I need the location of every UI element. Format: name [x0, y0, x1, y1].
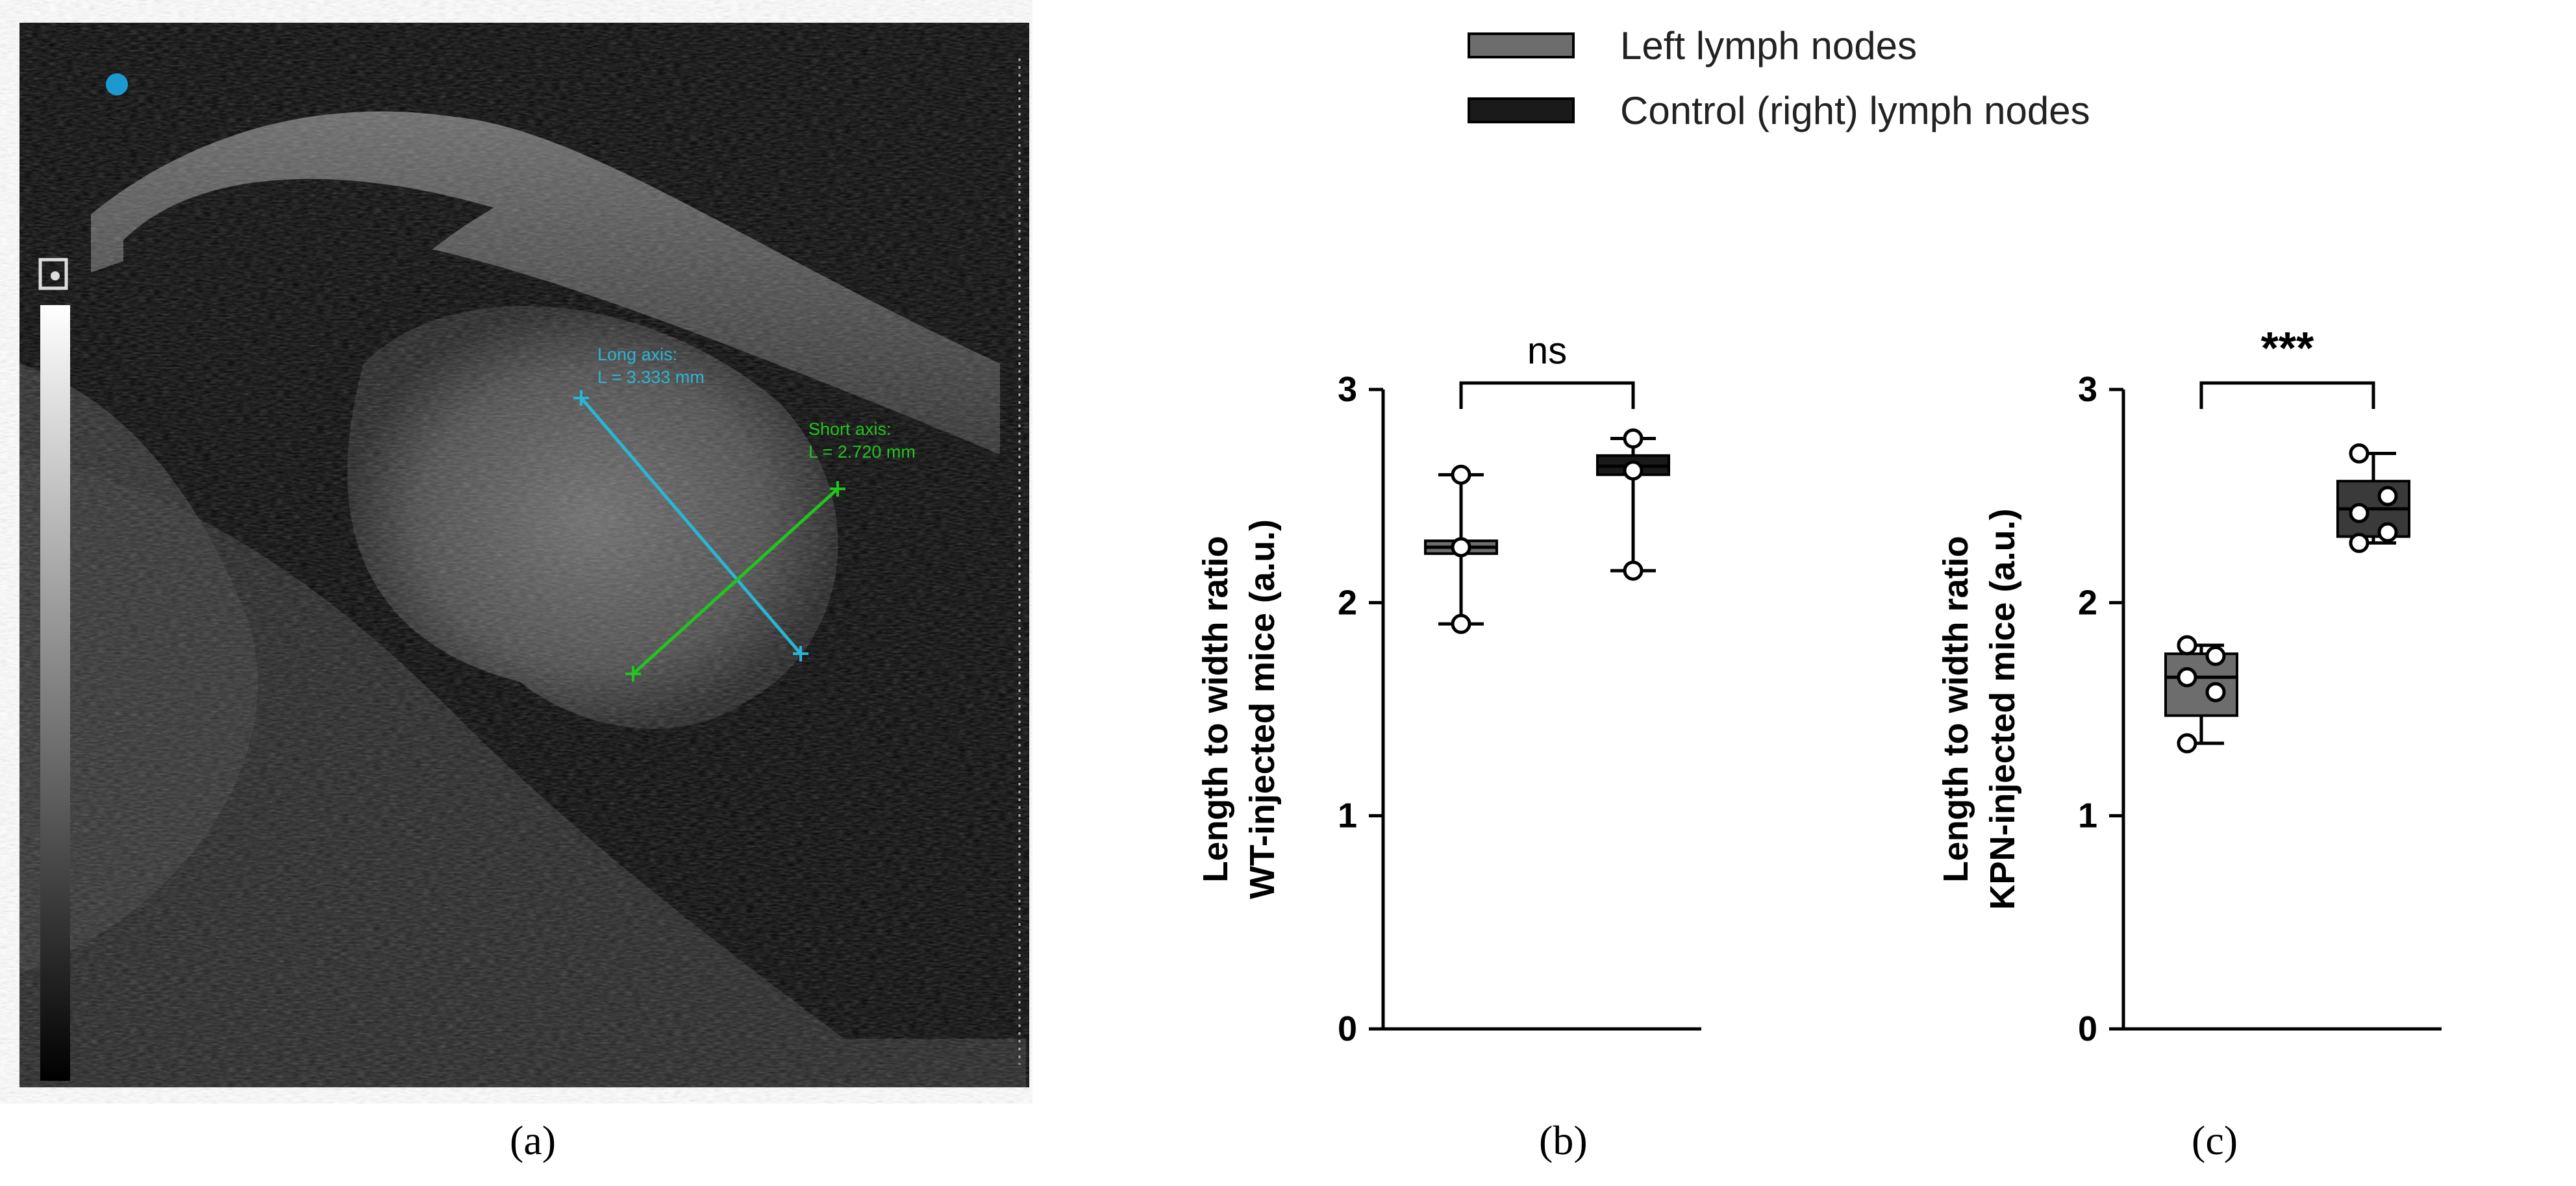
data-point: [1623, 460, 1644, 481]
y-tick-label: 3: [1338, 370, 1357, 409]
data-point: [2177, 733, 2197, 754]
y-tick-label: 3: [2078, 370, 2097, 409]
data-point: [2349, 502, 2370, 523]
data-point: [2349, 443, 2370, 463]
data-point: [2177, 635, 2197, 656]
legend-swatch-control: [1468, 97, 1575, 123]
data-point: [2377, 522, 2398, 543]
ultrasound-image: 3 mm5791113 Long axis: L = 3.333 mm Shor…: [19, 23, 1029, 1087]
box-body: [2164, 652, 2238, 717]
y-tick-label: 1: [1338, 797, 1357, 835]
probe-indicator-dot: [106, 73, 128, 95]
data-point: [1451, 464, 1471, 485]
y-tick-label: 2: [2078, 583, 2097, 622]
significance-label: ***: [2261, 323, 2314, 373]
data-point: [2377, 486, 2398, 506]
data-point: [1623, 560, 1644, 581]
legend-item-left: Left lymph nodes: [1468, 19, 1917, 71]
y-tick-label: 0: [1338, 1009, 1357, 1048]
box-group: [2164, 635, 2238, 754]
legend-swatch-left: [1468, 32, 1575, 58]
y-axis-label: Length to width ratio KPN-injected mice (…: [1936, 508, 2022, 909]
data-point: [2205, 682, 2226, 702]
data-point: [2349, 532, 2370, 553]
legend-item-control: Control (right) lymph nodes: [1468, 84, 2090, 136]
panel-label-c: (c): [2192, 1117, 2238, 1163]
long-axis-title: Long axis:: [597, 345, 677, 364]
focus-icon-dot: [51, 271, 60, 280]
chart-b-wt-mice: Length to width ratio WT-injected mice (a…: [1196, 330, 1701, 1048]
y-tick-label: 0: [2078, 1009, 2097, 1048]
focus-icon: [38, 258, 68, 290]
significance-label: ns: [1527, 330, 1567, 372]
legend: Left lymph nodes Control (right) lymph n…: [1468, 13, 2507, 143]
box-group: [1596, 428, 1670, 581]
short-axis-value: L = 2.720 mm: [808, 442, 916, 462]
long-axis-value: L = 3.333 mm: [597, 367, 705, 387]
data-point: [1451, 537, 1471, 558]
significance-bracket: [2199, 381, 2375, 409]
chart-c-kpn-mice: Length to width ratio KPN-injected mice (…: [1936, 323, 2442, 1048]
box-group: [1424, 464, 1498, 634]
data-point: [1451, 613, 1471, 634]
y-axis-label: Length to width ratio WT-injected mice (a…: [1196, 519, 1282, 899]
long-axis-line: [580, 397, 802, 655]
panel-label-a: (a): [510, 1117, 556, 1163]
short-axis-line: [632, 488, 839, 675]
significance-bracket: [1459, 381, 1635, 409]
legend-label-control: Control (right) lymph nodes: [1620, 88, 2090, 132]
data-point: [1623, 428, 1644, 449]
panel-label-b: (b): [1539, 1117, 1588, 1163]
data-point: [2177, 667, 2197, 687]
short-axis-title: Short axis:: [808, 419, 892, 439]
legend-label-left: Left lymph nodes: [1620, 23, 1917, 68]
data-point: [2205, 645, 2226, 666]
y-tick-label: 2: [1338, 583, 1357, 622]
box-group: [2336, 443, 2410, 553]
grayscale-bar: [40, 305, 70, 1081]
y-tick-label: 1: [2078, 797, 2097, 835]
speckle-texture: [19, 23, 1029, 1087]
